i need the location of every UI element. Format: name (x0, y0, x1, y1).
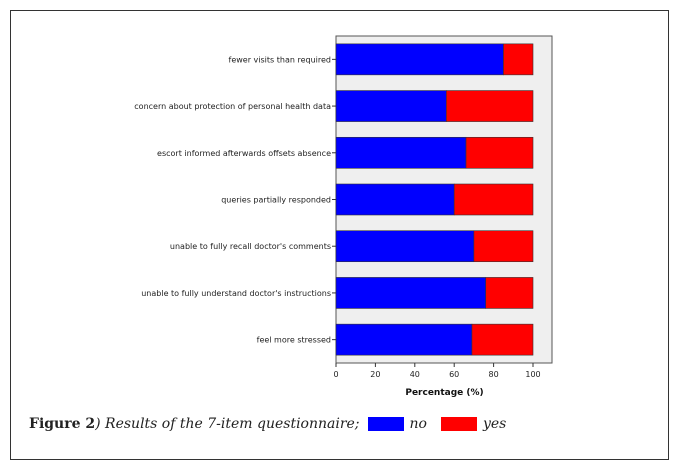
category-label-6: feel more stressed (257, 336, 331, 345)
legend-label-yes: yes (482, 416, 507, 432)
figure-caption-text: ) Results of the 7-item questionnaire; (95, 416, 360, 432)
bar-no-0 (335, 43, 504, 76)
x-tick-label-3: 60 (449, 370, 459, 379)
category-label-5: unable to fully understand doctor's inst… (141, 289, 331, 298)
x-tick-label-4: 80 (489, 370, 499, 379)
x-tick-label-5: 100 (525, 370, 540, 379)
x-tick-label-0: 0 (333, 370, 338, 379)
bar-no-1 (335, 90, 447, 122)
legend-swatch-yes (440, 417, 477, 431)
bar-no-5 (335, 277, 487, 309)
bar-yes-6 (471, 323, 534, 356)
legend-swatch-no (367, 417, 404, 431)
legend-label-no: no (409, 416, 427, 432)
bar-yes-4 (473, 230, 534, 263)
category-label-3: queries partially responded (221, 196, 331, 205)
category-label-4: unable to fully recall doctor's comments (170, 242, 331, 251)
bar-no-6 (335, 323, 473, 356)
category-label-1: concern about protection of personal hea… (134, 102, 331, 111)
category-label-0: fewer visits than required (229, 55, 331, 64)
bar-no-2 (335, 136, 467, 169)
bar-no-4 (335, 230, 475, 263)
x-tick-label-2: 40 (410, 370, 420, 379)
bar-no-3 (335, 183, 455, 216)
bar-yes-3 (453, 183, 534, 216)
x-tick-label-1: 20 (370, 370, 380, 379)
category-label-2: escort informed afterwards offsets absen… (157, 149, 331, 158)
bar-yes-2 (465, 136, 534, 169)
bar-yes-1 (446, 90, 534, 122)
figure-label: Figure 2 (29, 416, 96, 432)
bar-yes-5 (485, 277, 534, 309)
figure-caption: Figure 2 ) Results of the 7-item questio… (29, 414, 512, 434)
x-axis-title: Percentage (%) (405, 388, 483, 398)
bar-yes-0 (503, 43, 534, 76)
